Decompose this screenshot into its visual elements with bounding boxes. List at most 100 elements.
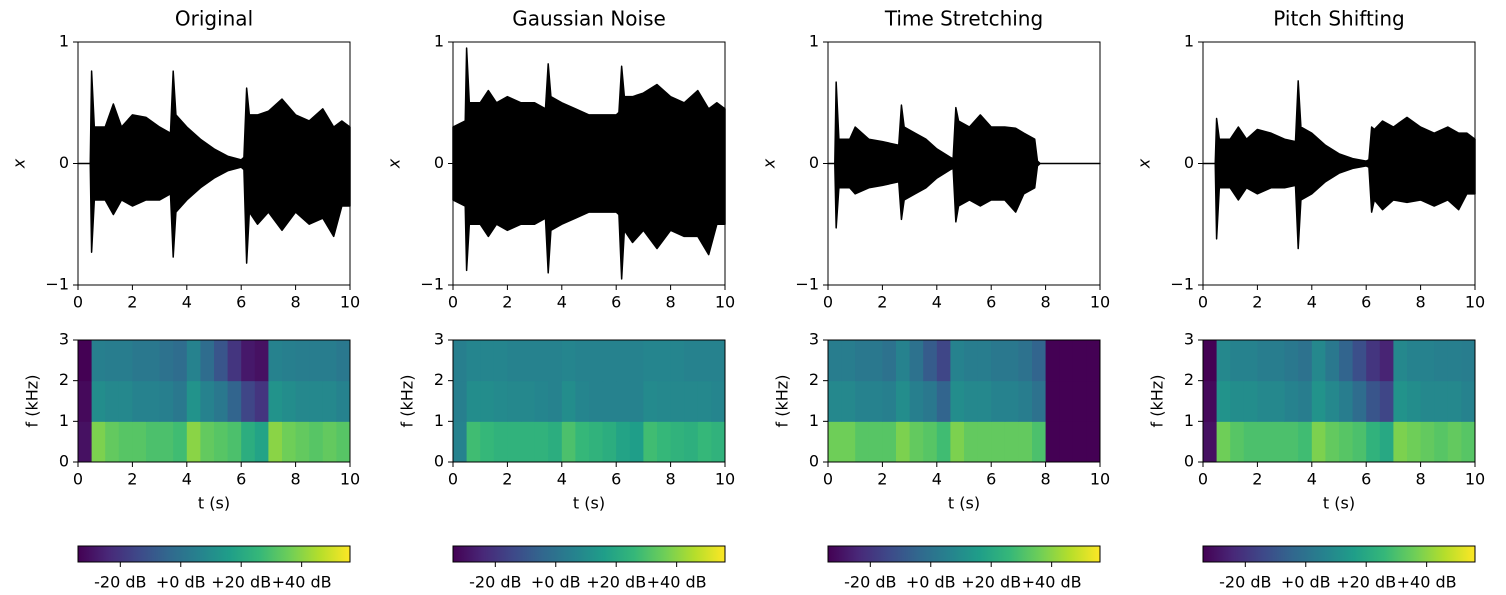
x-tick-label: 10 (1090, 293, 1110, 312)
y-tick-label: 0 (809, 153, 819, 172)
colorbar-tick-label: +20 dB (961, 573, 1021, 592)
heatmap-cell (670, 421, 685, 463)
colorbar-tick-label: +0 dB (1281, 573, 1331, 592)
heatmap-cell (118, 380, 133, 422)
heatmap-cell (1257, 380, 1272, 422)
x-tick-label: 2 (1252, 470, 1262, 489)
heatmap-cell (896, 380, 911, 422)
heatmap-cell (309, 380, 324, 422)
heatmap-cell (521, 421, 536, 463)
y-tick-label: 1 (809, 411, 819, 430)
x-tick-label: 6 (1361, 293, 1371, 312)
heatmap-cell (1045, 380, 1060, 422)
heatmap-cell (828, 380, 843, 422)
y-axis-label: x (385, 158, 404, 169)
heatmap-cell (629, 340, 644, 382)
heatmap-cell (521, 340, 536, 382)
heatmap-cell (711, 421, 726, 463)
heatmap-cell (1434, 380, 1449, 422)
heatmap-cell (453, 340, 468, 382)
heatmap-cell (548, 421, 563, 463)
colorbar-tick-label: +40 dB (1397, 573, 1457, 592)
x-tick-label: 4 (1307, 293, 1317, 312)
heatmap-cell (1311, 380, 1326, 422)
y-tick-label: 1 (59, 32, 69, 51)
heatmap-cell (1339, 380, 1354, 422)
heatmap-cell (855, 340, 870, 382)
y-axis-label: x (760, 158, 779, 169)
heatmap-cell (1311, 421, 1326, 463)
heatmap-cell (1203, 340, 1218, 382)
heatmap-cell (1271, 380, 1286, 422)
x-tick-label: 0 (73, 470, 83, 489)
heatmap-cell (105, 421, 120, 463)
heatmap-cell (828, 340, 843, 382)
heatmap-cell (480, 340, 495, 382)
y-tick-label: 0 (59, 452, 69, 471)
heatmap-cell (575, 340, 590, 382)
heatmap-cell (909, 380, 924, 422)
heatmap-cell (923, 421, 938, 463)
y-axis-label: x (1135, 158, 1154, 169)
y-tick-label: 0 (59, 153, 69, 172)
y-tick-label: 0 (809, 452, 819, 471)
heatmap-cell (561, 340, 576, 382)
colorbar-tick-label: +0 dB (531, 573, 581, 592)
heatmap-cell (670, 380, 685, 422)
heatmap-cell (241, 380, 256, 422)
heatmap-cell (868, 340, 883, 382)
heatmap-cell (1203, 421, 1218, 463)
heatmap-cell (118, 421, 133, 463)
heatmap-cell (548, 340, 563, 382)
heatmap-cell (336, 340, 351, 382)
heatmap-cell (657, 380, 672, 422)
colorbar-tick-label: +20 dB (1336, 573, 1396, 592)
heatmap-cell (1018, 340, 1033, 382)
heatmap-cell (1284, 340, 1299, 382)
heatmap-cell (186, 340, 201, 382)
heatmap-cell (268, 421, 283, 463)
heatmap-cell (322, 380, 337, 422)
x-tick-label: 0 (1198, 293, 1208, 312)
y-tick-label: 0 (1184, 452, 1194, 471)
colorbar-tick-label: +40 dB (647, 573, 707, 592)
heatmap-cell (1434, 340, 1449, 382)
heatmap-cell (643, 421, 658, 463)
heatmap-cell (241, 421, 256, 463)
heatmap-cell (1072, 421, 1087, 463)
heatmap-cell (1393, 340, 1408, 382)
axes-frame (1202, 339, 1476, 463)
panel-title: Pitch Shifting (1273, 7, 1404, 31)
y-tick-label: −1 (420, 275, 444, 294)
y-tick-label: −1 (795, 275, 819, 294)
colorbar-tick-label: -20 dB (94, 573, 146, 592)
heatmap-cell (684, 421, 699, 463)
colorbar (1202, 545, 1476, 563)
heatmap-cell (282, 380, 297, 422)
heatmap-cell (841, 340, 856, 382)
heatmap-cell (602, 421, 617, 463)
heatmap-cell (950, 421, 965, 463)
x-tick-label: 6 (1361, 470, 1371, 489)
colorbar-tick-label: +40 dB (272, 573, 332, 592)
x-tick-label: 10 (340, 293, 360, 312)
heatmap-cell (616, 421, 631, 463)
x-tick-label: 2 (127, 293, 137, 312)
heatmap-cell (1059, 340, 1074, 382)
axes-frame (827, 339, 1101, 463)
x-tick-label: 6 (611, 470, 621, 489)
heatmap-cell (1407, 421, 1422, 463)
x-tick-label: 4 (1307, 470, 1317, 489)
x-axis-label: t (s) (1323, 494, 1355, 513)
y-tick-label: 1 (1184, 411, 1194, 430)
heatmap-cell (254, 421, 269, 463)
heatmap-cell (855, 380, 870, 422)
heatmap-cell (1352, 421, 1367, 463)
heatmap-cell (1339, 340, 1354, 382)
heatmap-cell (950, 380, 965, 422)
heatmap-cell (214, 380, 229, 422)
heatmap-cell (1271, 340, 1286, 382)
x-tick-label: 2 (127, 470, 137, 489)
heatmap-cell (1004, 340, 1019, 382)
heatmap-cell (1393, 421, 1408, 463)
